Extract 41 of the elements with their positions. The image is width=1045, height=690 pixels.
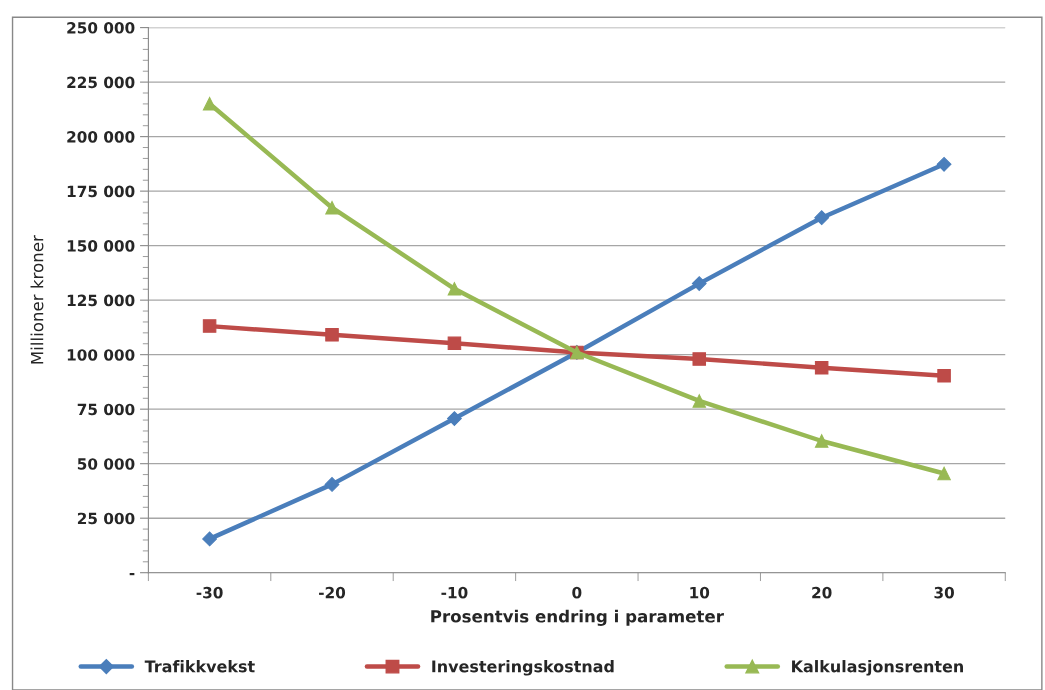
y-tick-label: 100 000 <box>67 349 135 361</box>
y-tick-label: 150 000 <box>67 240 135 252</box>
x-tick-label: 10 <box>690 586 710 599</box>
point <box>324 477 340 492</box>
point <box>325 328 339 342</box>
point <box>202 319 217 333</box>
x-tick-label: -20 <box>319 586 346 599</box>
point <box>447 411 462 426</box>
point <box>325 200 339 215</box>
point <box>202 96 217 111</box>
point <box>202 531 217 547</box>
x-tick-label: 0 <box>572 586 582 599</box>
point <box>814 210 830 226</box>
y-tick-label: 225 000 <box>67 76 135 89</box>
y-tick-label: 125 000 <box>67 294 135 307</box>
point <box>937 369 951 383</box>
y-axis-title: Millioner kroner <box>30 235 44 364</box>
point <box>447 336 462 351</box>
point <box>936 156 952 172</box>
y-tick-label: 25 000 <box>77 512 135 525</box>
x-tick-label: -10 <box>441 586 468 599</box>
point <box>447 282 462 296</box>
y-tick-label: - <box>129 573 135 576</box>
point <box>692 352 707 366</box>
x-tick-label: 20 <box>812 586 832 599</box>
y-tick-label: 200 000 <box>67 131 135 143</box>
y-tick-label: 75 000 <box>77 403 135 416</box>
point <box>814 434 829 448</box>
point <box>937 466 951 481</box>
y-tick-label: 250 000 <box>67 22 135 34</box>
point <box>691 276 707 291</box>
x-tick-label: -30 <box>196 586 223 599</box>
legend-label: Kalkulasjonsrenten <box>792 660 963 676</box>
x-tick-label: 30 <box>934 586 954 599</box>
point <box>814 360 829 375</box>
x-axis-title: Prosentvis endring i parameter <box>431 609 724 626</box>
point <box>692 394 707 408</box>
legend-label: Trafikkvekst <box>144 660 255 673</box>
y-tick-label: 50 000 <box>77 458 135 470</box>
y-tick-label: 175 000 <box>67 185 135 198</box>
legend-label: Investeringskostnad <box>432 660 614 676</box>
